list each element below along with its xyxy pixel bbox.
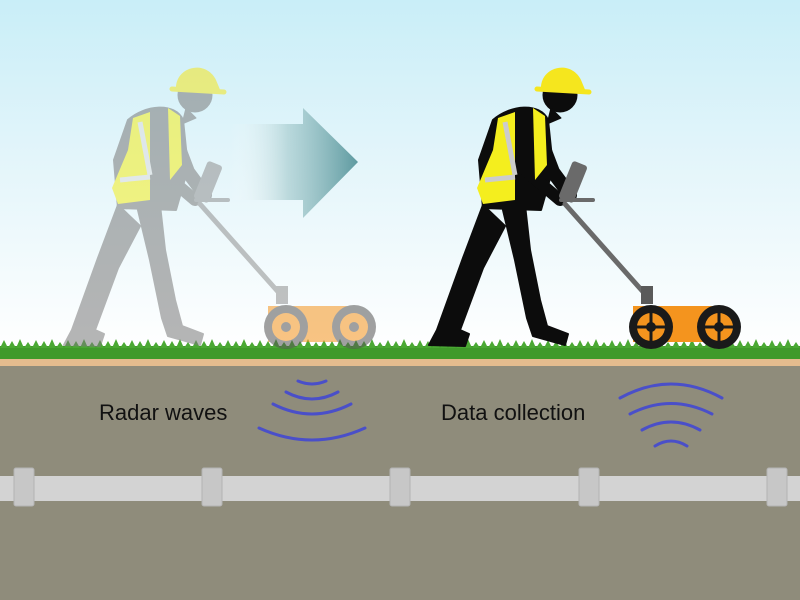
data-collection-label: Data collection <box>441 400 586 425</box>
grass-strip <box>0 339 800 359</box>
topsoil-layer <box>0 358 800 367</box>
worker-silhouette-faded <box>63 67 376 349</box>
radar-waves-icon <box>257 379 367 442</box>
buried-pipe <box>0 467 800 507</box>
worker-silhouette <box>428 67 741 349</box>
right-arrow-icon <box>230 108 358 218</box>
signal-waves-icon <box>618 382 724 448</box>
radar-waves-label: Radar waves <box>99 400 228 425</box>
cart-wheel-rear <box>697 305 741 349</box>
cart-wheel-front <box>629 305 673 349</box>
